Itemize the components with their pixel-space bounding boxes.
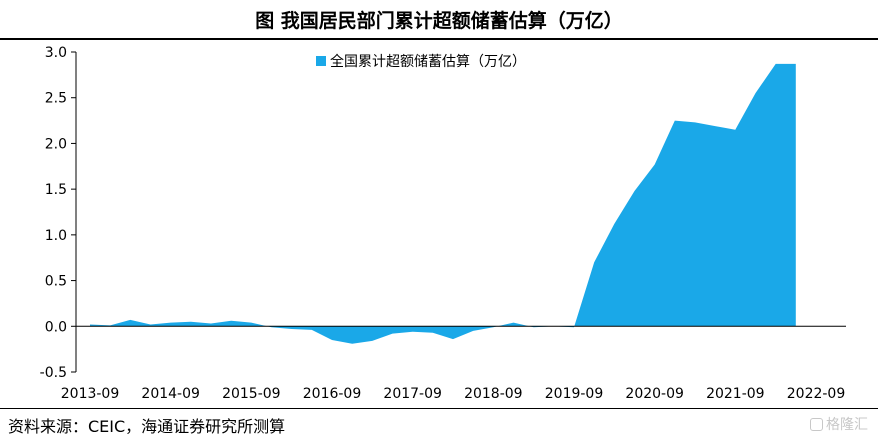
footer-divider [0, 408, 878, 409]
y-tick-label: 0.5 [45, 274, 67, 290]
legend-label: 全国累计超额储蓄估算（万亿） [330, 53, 526, 70]
x-tick-label: 2021-09 [706, 386, 765, 402]
legend: 全国累计超额储蓄估算（万亿） [316, 53, 526, 70]
x-tick-label: 2018-09 [464, 386, 523, 402]
legend-swatch [316, 56, 326, 66]
source-note: 资料来源：CEIC，海通证券研究所测算 [8, 417, 286, 436]
x-tick-label: 2015-09 [222, 386, 281, 402]
y-tick-label: 1.5 [45, 182, 67, 198]
x-tick-label: 2014-09 [141, 386, 200, 402]
series-area-0 [90, 63, 796, 344]
x-tick-label: 2020-09 [625, 386, 684, 402]
y-tick-label: 2.0 [45, 136, 67, 152]
watermark: 格隆汇 [810, 414, 868, 434]
y-tick-label: -0.5 [40, 365, 67, 381]
x-tick-label: 2017-09 [383, 386, 442, 402]
y-tick-label: 3.0 [45, 45, 67, 61]
x-tick-label: 2013-09 [61, 386, 120, 402]
page-title: 图 我国居民部门累计超额储蓄估算（万亿） [255, 10, 623, 32]
y-tick-label: 0.0 [45, 319, 67, 335]
x-tick-label: 2019-09 [545, 386, 604, 402]
y-tick-label: 1.0 [45, 228, 67, 244]
y-tick-label: 2.5 [45, 91, 67, 107]
watermark-text: 格隆汇 [826, 417, 868, 433]
x-tick-label: 2022-09 [787, 386, 846, 402]
plot-area: 3.0 2.5 2.0 1.5 1.0 0.5 0.0 -0.5 2013-09 2014-09 2… [40, 45, 846, 402]
title-divider [0, 38, 878, 40]
chart: 3.0 2.5 2.0 1.5 1.0 0.5 0.0 -0.5 2013-09 2014-09 2… [40, 45, 846, 402]
x-tick-label: 2016-09 [303, 386, 362, 402]
logo-icon [810, 417, 823, 431]
